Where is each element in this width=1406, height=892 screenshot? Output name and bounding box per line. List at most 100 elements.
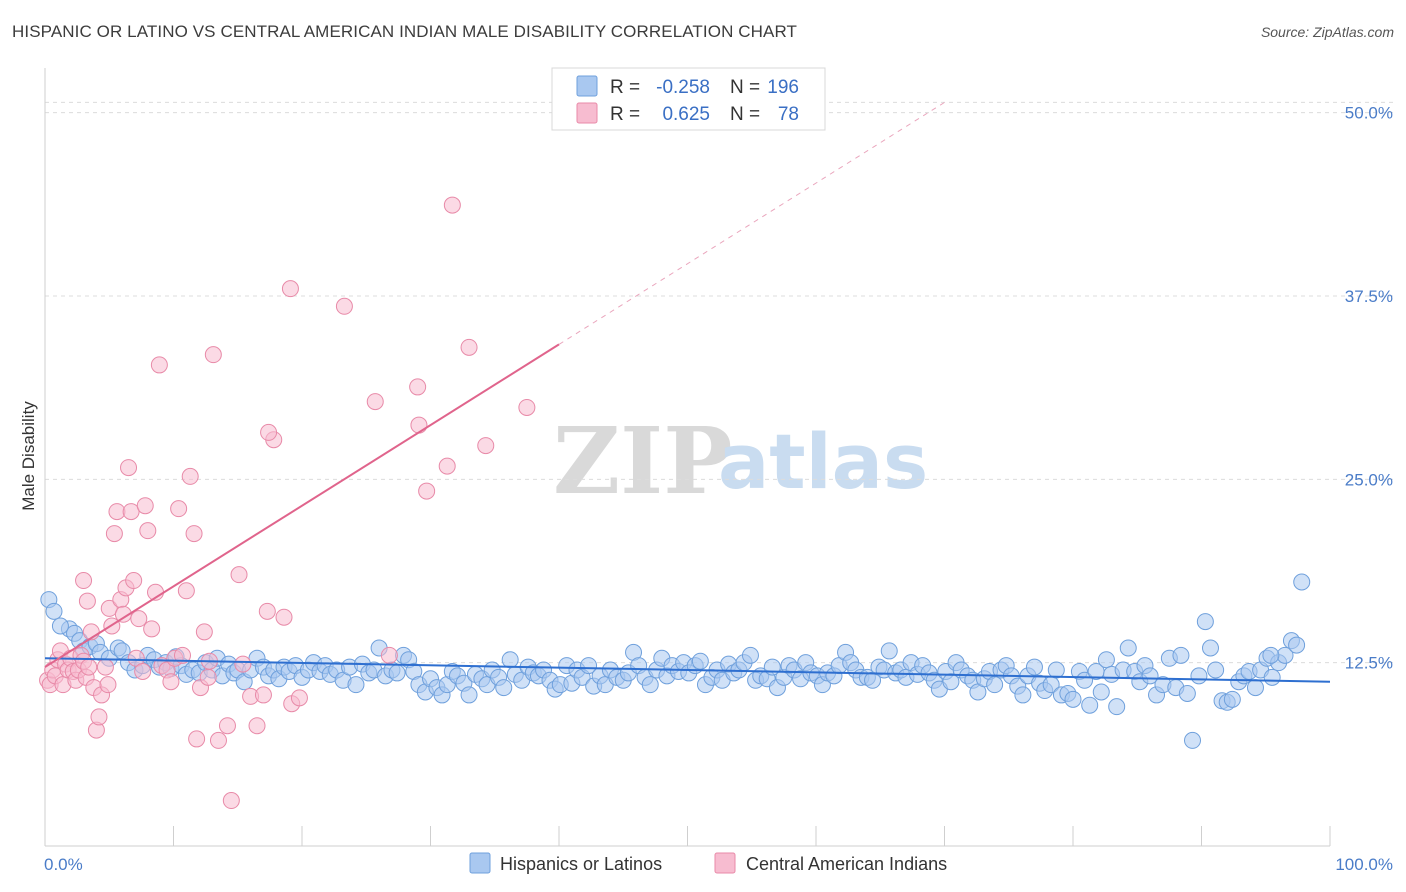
central-american-indian-point: [143, 620, 161, 638]
central-american-indian-point: [199, 668, 217, 686]
hispanic-point: [1064, 690, 1082, 708]
legend-r-label: R =: [610, 104, 640, 125]
central-american-indian-point: [443, 196, 461, 214]
central-american-indian-point: [335, 297, 353, 315]
central-american-indian-point: [218, 717, 236, 735]
central-american-indian-point: [80, 658, 98, 676]
legend-n-value: 78: [778, 104, 799, 125]
hispanic-point: [1293, 573, 1311, 591]
hispanic-point: [1172, 646, 1190, 664]
central-american-indian-point: [230, 566, 248, 584]
hispanic-point: [880, 642, 898, 660]
hispanic-point: [1141, 667, 1159, 685]
central-american-indian-point: [90, 708, 108, 726]
central-american-indian-point: [108, 503, 126, 521]
hispanic-point: [986, 676, 1004, 694]
watermark-zip: ZIP: [553, 407, 732, 515]
hispanic-point: [1246, 679, 1264, 697]
legend: R = -0.258 N = 196 R = 0.625 N = 78: [551, 67, 826, 131]
legend-r-label: R =: [610, 77, 640, 98]
hispanic-point: [460, 686, 478, 704]
hispanic-point: [1262, 646, 1280, 664]
hispanic-point: [641, 676, 659, 694]
central-american-indian-point: [150, 356, 168, 374]
trend-lines: [44, 101, 1331, 683]
hispanic-point: [1025, 658, 1043, 676]
y-tick-labels: 12.5% 25.0% 37.5% 50.0%: [1345, 104, 1393, 673]
hispanic-point: [1119, 639, 1137, 657]
hispanic-point: [1097, 651, 1115, 669]
central-american-indian-point: [518, 398, 536, 416]
central-american-indian-point: [173, 646, 191, 664]
central-american-indian-point: [125, 572, 143, 590]
hispanic-point: [51, 617, 69, 635]
hispanic-point: [580, 657, 598, 675]
central-american-indian-point: [96, 658, 114, 676]
hispanic-point: [942, 673, 960, 691]
central-american-indian-point: [254, 686, 272, 704]
x-tick-labels: 0.0% 100.0%: [44, 855, 1393, 874]
hispanic-point: [741, 646, 759, 664]
central-american-indian-point: [209, 731, 227, 749]
y-axis-label: Male Disability: [19, 401, 38, 511]
legend-r-value: -0.258: [656, 77, 710, 98]
central-american-indian-trend-extension: [558, 101, 945, 345]
central-american-indian-point: [170, 500, 188, 518]
central-american-indian-point: [290, 689, 308, 707]
central-american-indian-point: [204, 346, 222, 364]
hispanic-trend-line: [44, 657, 1331, 683]
hispanic-point: [1190, 667, 1208, 685]
central-american-indian-point: [195, 623, 213, 641]
central-american-indian-point: [275, 608, 293, 626]
hispanic-point: [1047, 661, 1065, 679]
central-american-indian-point: [409, 378, 427, 396]
central-american-indian-point: [75, 572, 93, 590]
hispanic-point: [1223, 690, 1241, 708]
legend-n-label: N =: [730, 104, 760, 125]
central-american-indian-point: [162, 673, 180, 691]
y-tick-label: 50.0%: [1345, 104, 1393, 123]
central-american-indian-point: [258, 602, 276, 620]
hispanic-point: [388, 664, 406, 682]
central-american-indian-point: [234, 655, 252, 673]
hispanic-point: [1263, 668, 1281, 686]
central-american-indian-point: [181, 467, 199, 485]
central-american-indian-point: [188, 730, 206, 748]
source-label: Source: ZipAtlas.com: [1260, 24, 1394, 40]
central-american-indian-point: [281, 280, 299, 298]
central-american-indian-point: [177, 582, 195, 600]
central-american-indian-points: [39, 196, 536, 810]
central-american-indian-point: [222, 792, 240, 810]
central-american-indian-point: [477, 437, 495, 455]
y-tick-label: 37.5%: [1345, 287, 1393, 306]
legend-r-value: 0.625: [662, 104, 710, 125]
central-american-indian-point: [134, 662, 152, 680]
bottom-legend-swatch-central-american-indian: [714, 852, 736, 874]
hispanic-point: [1014, 686, 1032, 704]
central-american-indian-point: [366, 393, 384, 411]
hispanic-point: [495, 679, 513, 697]
y-tick-label: 25.0%: [1345, 470, 1393, 489]
central-american-indian-point: [120, 459, 138, 477]
legend-swatch-central-american-indian: [576, 102, 598, 124]
gridlines: [45, 101, 1393, 664]
hispanic-point: [1207, 661, 1225, 679]
bottom-legend: Hispanics or Latinos Central American In…: [469, 852, 947, 874]
bottom-legend-swatch-hispanic: [469, 852, 491, 874]
axes: [44, 68, 1331, 847]
watermark-atlas: atlas: [718, 417, 928, 506]
central-american-indian-point: [460, 338, 478, 356]
hispanic-point: [691, 652, 709, 670]
bottom-legend-label-central-american-indian: Central American Indians: [746, 854, 947, 874]
legend-n-value: 196: [767, 77, 799, 98]
hispanic-point: [1184, 731, 1202, 749]
hispanic-point: [1201, 639, 1219, 657]
hispanic-point: [347, 676, 365, 694]
x-tick-label-min: 0.0%: [44, 855, 83, 874]
hispanic-point: [1092, 683, 1110, 701]
central-american-indian-point: [185, 525, 203, 543]
central-american-indian-point: [99, 676, 117, 694]
central-american-indian-point: [418, 482, 436, 500]
central-american-indian-point: [139, 522, 157, 540]
